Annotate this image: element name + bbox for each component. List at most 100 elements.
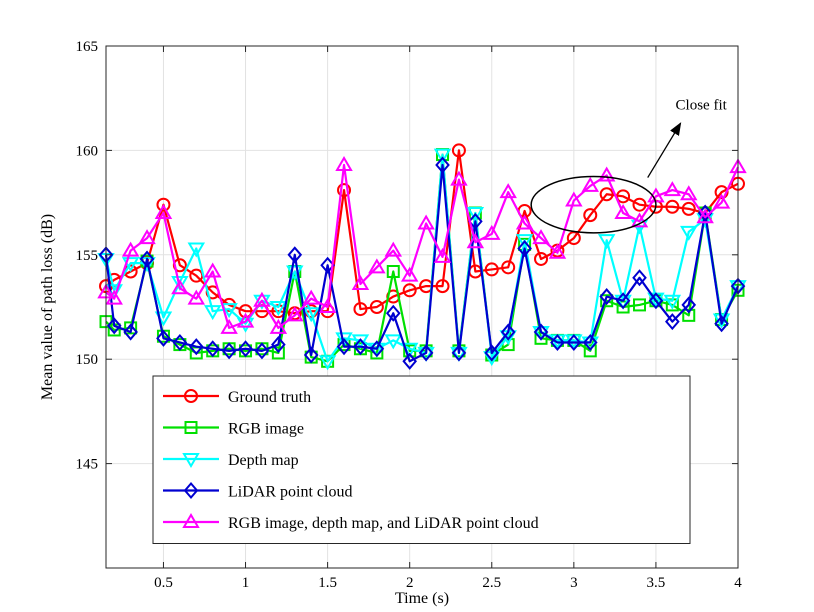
series-layer (97, 143, 747, 371)
legend-marker-2 (182, 453, 200, 468)
legend-marker-3 (183, 481, 199, 500)
close-fit-ellipse (530, 175, 657, 234)
data-point-3-13 (303, 346, 319, 364)
data-point-0-32 (616, 189, 631, 204)
data-point-4-22 (450, 170, 468, 186)
data-point-1-36 (682, 308, 696, 322)
data-point-4-2 (121, 241, 140, 257)
data-point-3-9 (238, 340, 253, 358)
data-point-3-1 (106, 317, 122, 335)
legend-label-2: Depth map (228, 452, 299, 469)
data-point-4-7 (203, 262, 222, 278)
legend-item-4: RGB image, depth map, and LiDAR point cl… (163, 513, 539, 532)
data-point-4-26 (515, 214, 534, 230)
x-tick-label: 1 (242, 575, 250, 591)
data-point-2-13 (302, 307, 320, 323)
data-point-0-19 (402, 283, 417, 298)
legend-label-3: LiDAR point cloud (228, 484, 352, 501)
data-point-3-20 (418, 344, 434, 362)
annotation: Close fit (530, 97, 728, 234)
x-tick-label: 2.5 (482, 575, 501, 591)
data-point-1-33 (633, 298, 647, 312)
data-point-2-6 (187, 242, 206, 258)
data-point-3-32 (615, 292, 631, 310)
data-point-4-17 (368, 258, 386, 274)
data-point-0-16 (353, 302, 368, 317)
data-point-4-35 (663, 181, 682, 197)
data-point-2-31 (597, 234, 616, 250)
data-point-2-9 (236, 317, 255, 333)
legend-label-4: RGB image, depth map, and LiDAR point cl… (228, 515, 539, 532)
close-fit-label: Close fit (676, 97, 728, 113)
data-point-4-33 (630, 212, 649, 228)
data-point-4-29 (565, 191, 583, 207)
data-point-0-33 (632, 197, 647, 212)
data-point-3-7 (205, 340, 221, 358)
y-tick-label: 150 (76, 352, 99, 368)
data-point-0-31 (599, 187, 614, 202)
data-point-2-23 (466, 207, 485, 223)
data-point-0-17 (369, 300, 384, 314)
x-tick-label: 1.5 (318, 575, 337, 591)
series-line-4 (105, 163, 739, 329)
legend-label-0: Ground truth (228, 389, 311, 406)
data-point-4-36 (680, 185, 698, 201)
legend-box (152, 375, 691, 544)
data-point-4-11 (269, 318, 288, 334)
data-point-3-12 (287, 246, 303, 264)
data-point-4-16 (351, 275, 370, 291)
data-point-0-25 (501, 260, 516, 275)
data-point-2-26 (515, 234, 534, 250)
data-point-2-8 (220, 303, 238, 319)
data-point-4-13 (302, 289, 320, 305)
data-point-3-4 (156, 329, 171, 347)
data-point-4-30 (581, 176, 600, 192)
x-tick-label: 3 (570, 575, 578, 591)
data-point-3-25 (500, 323, 516, 341)
data-point-4-8 (220, 318, 238, 334)
data-point-4-1 (105, 289, 123, 305)
data-point-4-6 (187, 289, 206, 305)
data-point-3-11 (271, 336, 286, 354)
data-point-0-30 (583, 208, 598, 223)
data-point-3-23 (468, 212, 483, 230)
data-point-3-3 (139, 250, 155, 268)
data-point-1-18 (386, 265, 400, 279)
legend-marker-0 (184, 389, 198, 403)
data-point-4-28 (548, 243, 567, 259)
data-point-4-15 (335, 156, 353, 172)
data-point-4-9 (236, 312, 255, 328)
data-point-0-4 (156, 197, 171, 212)
data-point-2-18 (384, 334, 403, 350)
x-tick-label: 2 (406, 575, 414, 591)
legend: Ground truth RGB image Depth map LiDAR poin… (152, 375, 691, 544)
data-point-4-5 (171, 279, 189, 295)
data-point-3-21 (435, 156, 450, 174)
data-point-4-20 (417, 214, 435, 230)
y-axis-title: Mean value of path loss (dB) (39, 214, 56, 400)
series-3 (98, 156, 746, 370)
data-point-3-10 (254, 342, 270, 360)
data-point-3-28 (550, 333, 565, 352)
data-point-3-6 (188, 338, 204, 356)
data-point-3-22 (451, 344, 467, 362)
data-point-3-24 (484, 344, 500, 362)
data-point-4-38 (712, 193, 731, 209)
data-point-2-36 (680, 225, 698, 241)
data-point-2-21 (433, 148, 452, 164)
legend-label-1: RGB image (228, 421, 304, 438)
data-point-0-15 (337, 183, 352, 198)
data-point-4-18 (384, 241, 403, 257)
data-point-3-17 (369, 340, 385, 358)
data-point-3-30 (582, 333, 598, 352)
legend-item-1: RGB image (163, 421, 304, 438)
legend-item-2: Depth map (163, 452, 299, 469)
data-point-3-19 (402, 352, 418, 370)
data-point-4-19 (400, 266, 419, 282)
data-point-0-22 (451, 143, 466, 158)
data-point-3-18 (385, 304, 401, 322)
data-point-2-15 (335, 332, 353, 348)
data-point-4-27 (532, 229, 550, 245)
data-point-2-32 (614, 294, 632, 310)
